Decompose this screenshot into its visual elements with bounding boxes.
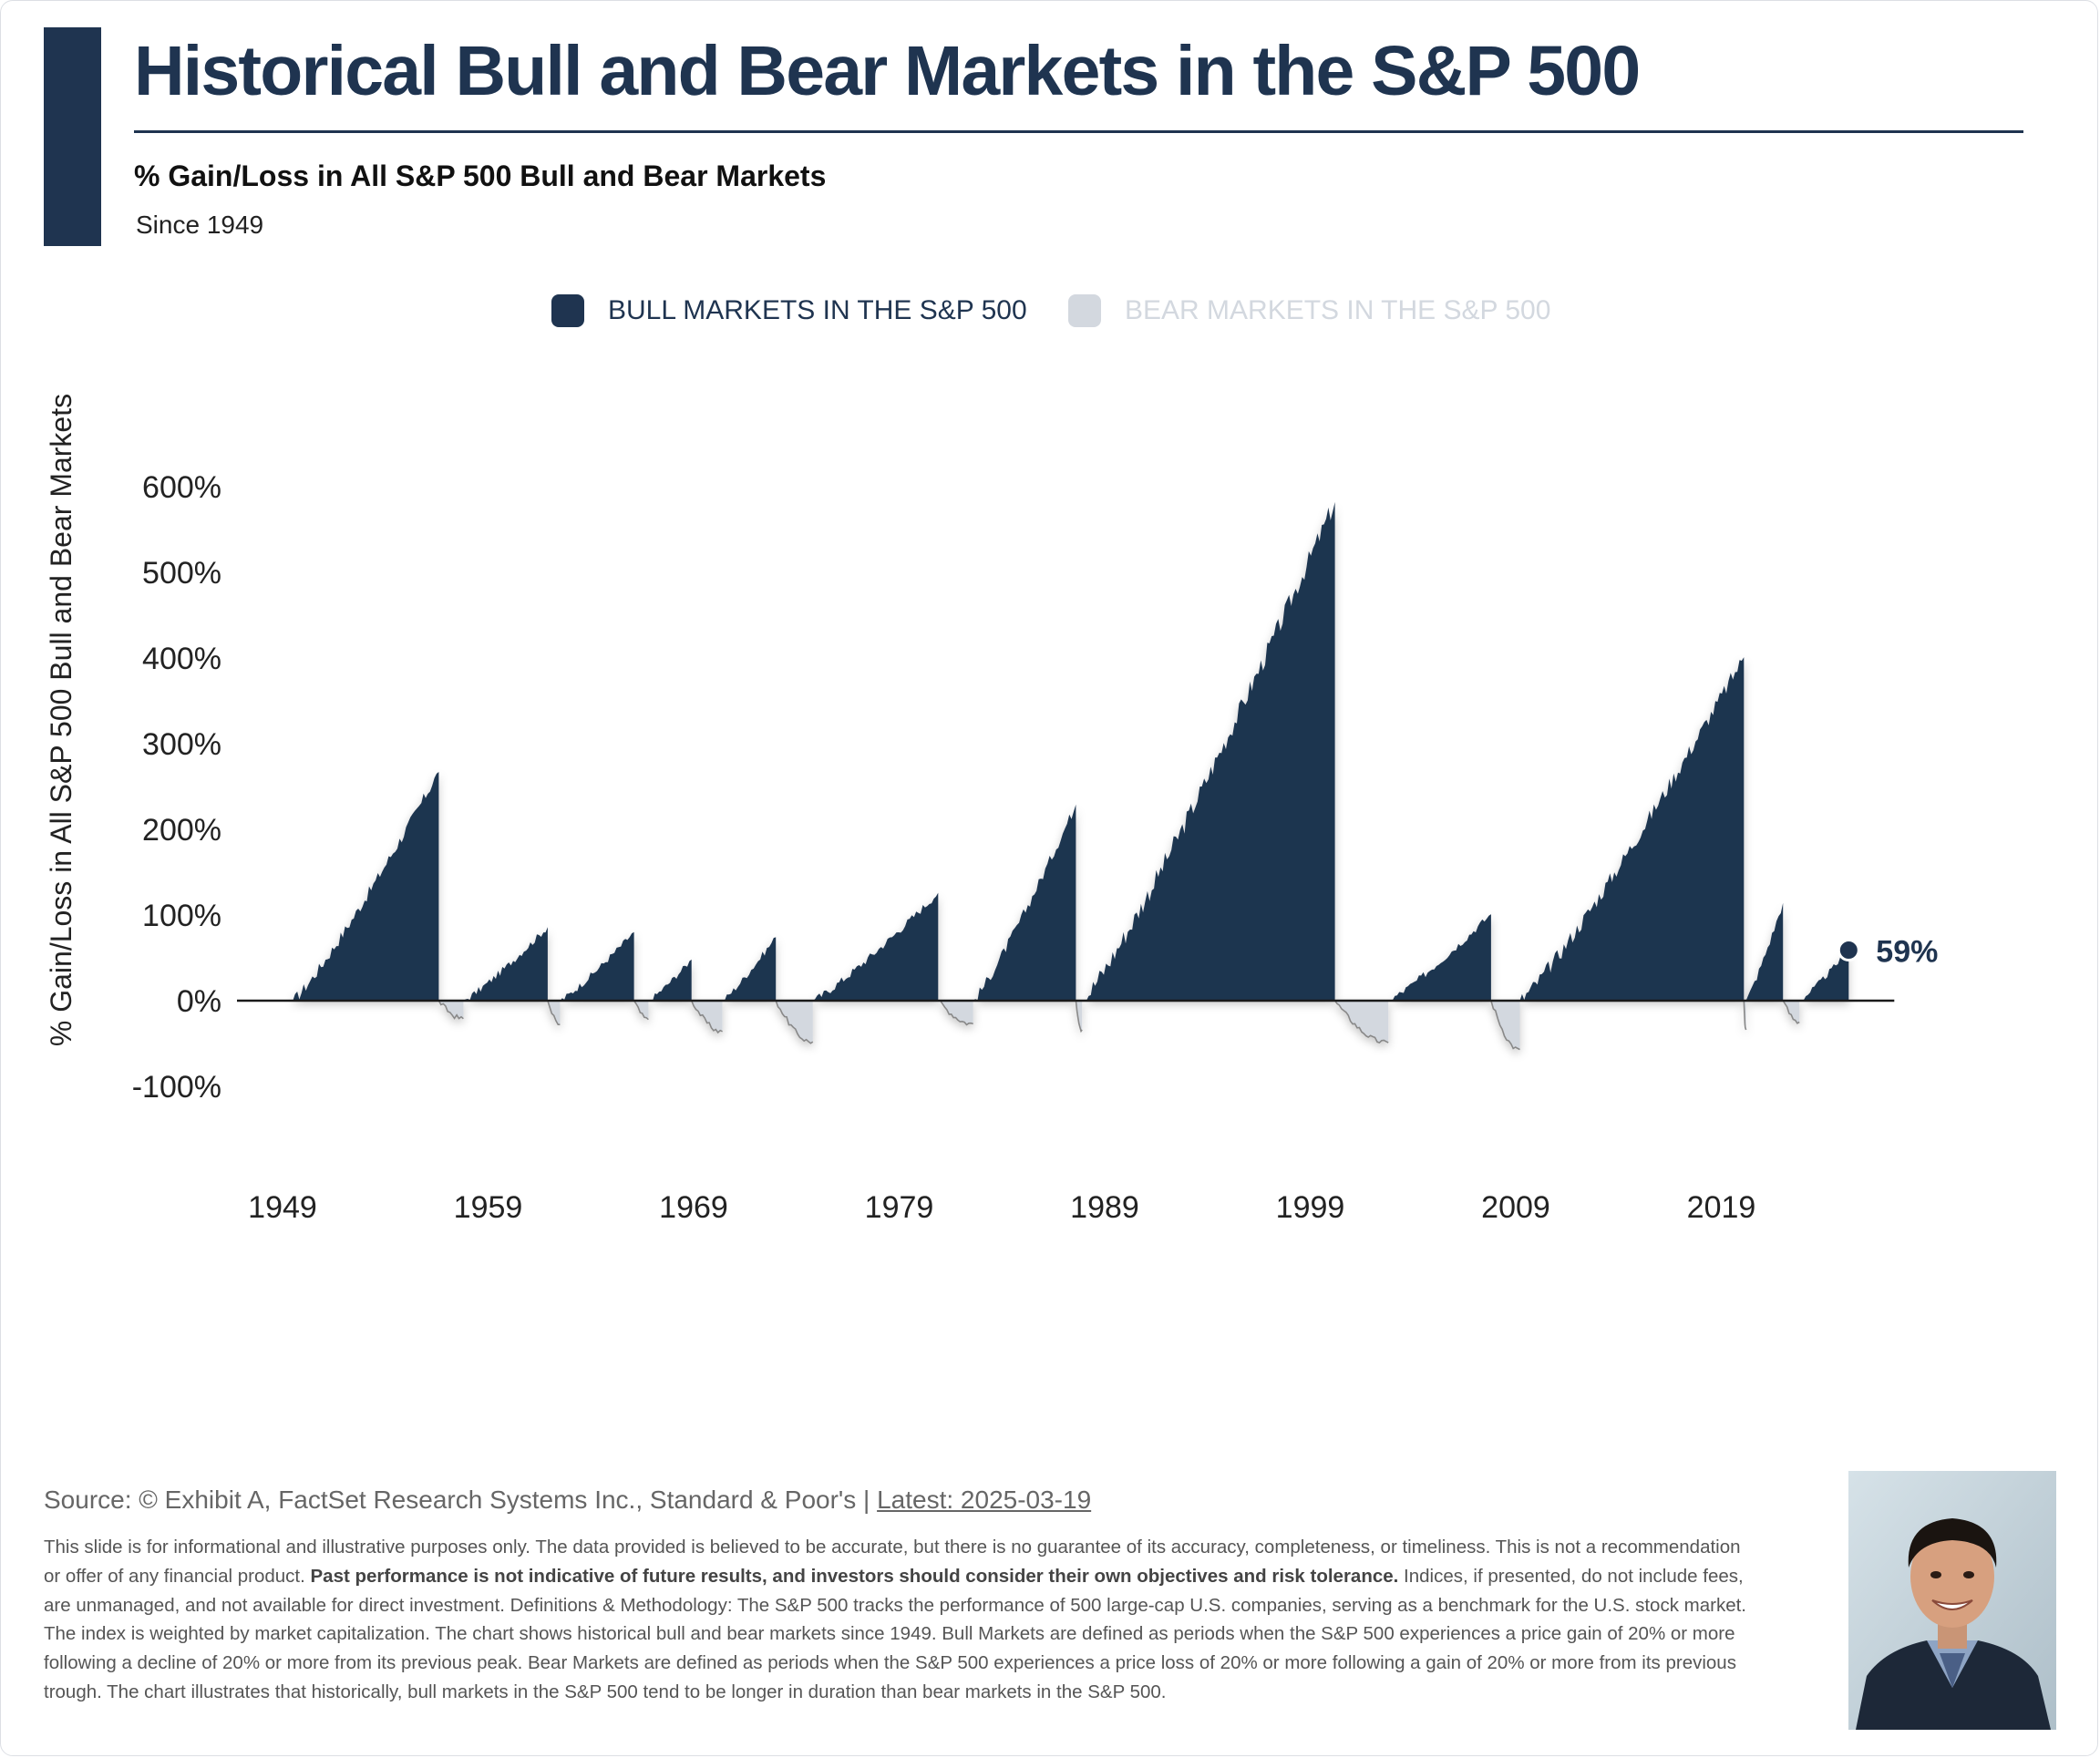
bear-market-line	[1743, 1000, 1747, 1031]
title-divider	[134, 130, 2023, 133]
market-areas	[293, 501, 1849, 1051]
bull-market-area	[973, 804, 1076, 1001]
legend-item-bull[interactable]: BULL MARKETS IN THE S&P 500	[551, 290, 1027, 332]
y-axis-label: % Gain/Loss in All S&P 500 Bull and Bear…	[45, 394, 77, 1046]
latest-annotation: 59%	[1837, 935, 1938, 970]
x-tick-label: 2009	[1481, 1190, 1550, 1225]
bear-market-area	[691, 1001, 723, 1033]
latest-value-label: 59%	[1876, 935, 1938, 970]
accent-bar	[44, 27, 101, 246]
bull-market-area	[1799, 950, 1849, 1001]
y-tick-label: 0%	[177, 984, 221, 1019]
bull-market-area	[463, 927, 548, 1001]
bear-market-line	[438, 1000, 464, 1020]
disclaimer-part-1: This slide is for informational and illu…	[44, 1537, 1741, 1587]
advisor-photo	[1848, 1471, 2056, 1730]
y-tick-label: 200%	[142, 813, 221, 848]
bear-market-line	[1075, 1000, 1083, 1033]
bull-market-area	[1519, 657, 1745, 1001]
bull-market-area	[648, 959, 692, 1001]
legend-label-bear: BEAR MARKETS IN THE S&P 500	[1125, 295, 1551, 325]
x-tick-label: 1999	[1276, 1190, 1345, 1225]
bear-market-line	[938, 1000, 973, 1026]
disclaimer-bold: Past performance is not indicative of fu…	[310, 1565, 1399, 1587]
bull-market-area	[1388, 914, 1491, 1001]
bull-market-area	[722, 937, 777, 1001]
source-text: Source: © Exhibit A, FactSet Research Sy…	[44, 1486, 878, 1514]
x-tick-label: 1949	[248, 1190, 317, 1225]
page-title: Historical Bull and Bear Markets in the …	[134, 32, 1641, 110]
legend-swatch-bull	[551, 294, 584, 327]
disclaimer-text: This slide is for informational and illu…	[44, 1533, 1757, 1707]
disclaimer-part-2: Indices, if presented, do not include fe…	[44, 1565, 1746, 1702]
y-tick-label: 300%	[142, 727, 221, 762]
y-tick-label: 600%	[142, 470, 221, 505]
bull-market-area	[812, 892, 939, 1001]
bull-market-area	[560, 931, 634, 1001]
x-tick-label: 2019	[1687, 1190, 1756, 1225]
y-axis-ticks: 600% 500% 400% 300% 200% 100% 0% -100%	[132, 470, 221, 1105]
bear-market-line	[1782, 1000, 1800, 1024]
x-tick-label: 1989	[1070, 1190, 1139, 1225]
bear-market-line	[1333, 1000, 1389, 1044]
bear-market-area	[547, 1001, 561, 1025]
bear-market-area	[938, 1001, 973, 1025]
y-tick-label: 400%	[142, 642, 221, 676]
x-tick-label: 1959	[454, 1190, 523, 1225]
bear-market-line	[690, 1000, 723, 1034]
bull-bear-chart: % Gain/Loss in All S&P 500 Bull and Bear…	[45, 394, 1938, 1225]
legend-label-bull: BULL MARKETS IN THE S&P 500	[608, 295, 1027, 325]
y-tick-label: -100%	[132, 1070, 221, 1105]
bull-market-area	[293, 772, 439, 1001]
since-label: Since 1949	[136, 211, 264, 239]
bear-market-area	[1334, 1001, 1389, 1043]
chart-subtitle: % Gain/Loss in All S&P 500 Bull and Bear…	[134, 159, 827, 192]
legend-item-bear[interactable]: BEAR MARKETS IN THE S&P 500	[1068, 290, 1550, 332]
bear-market-line	[633, 1000, 649, 1021]
latest-value-marker	[1837, 939, 1860, 962]
x-axis-ticks: 1949 1959 1969 1979 1989 1999 2009 2019	[248, 1190, 1755, 1225]
y-tick-label: 100%	[142, 899, 221, 933]
x-tick-label: 1969	[659, 1190, 728, 1225]
x-tick-label: 1979	[865, 1190, 934, 1225]
bear-market-area	[776, 1001, 813, 1043]
bear-market-line	[1490, 1000, 1520, 1051]
latest-date-link[interactable]: Latest: 2025-03-19	[877, 1486, 1092, 1514]
bear-market-line	[775, 1000, 814, 1044]
chart-legend: BULL MARKETS IN THE S&P 500 BEAR MARKETS…	[0, 290, 2100, 332]
legend-swatch-bear	[1068, 294, 1101, 327]
source-line: Source: © Exhibit A, FactSet Research Sy…	[44, 1486, 1091, 1515]
bull-market-area	[1745, 902, 1784, 1001]
bear-market-line	[547, 1000, 561, 1026]
y-tick-label: 500%	[142, 556, 221, 591]
bull-market-area	[1082, 501, 1335, 1001]
bear-market-area	[1490, 1001, 1520, 1050]
